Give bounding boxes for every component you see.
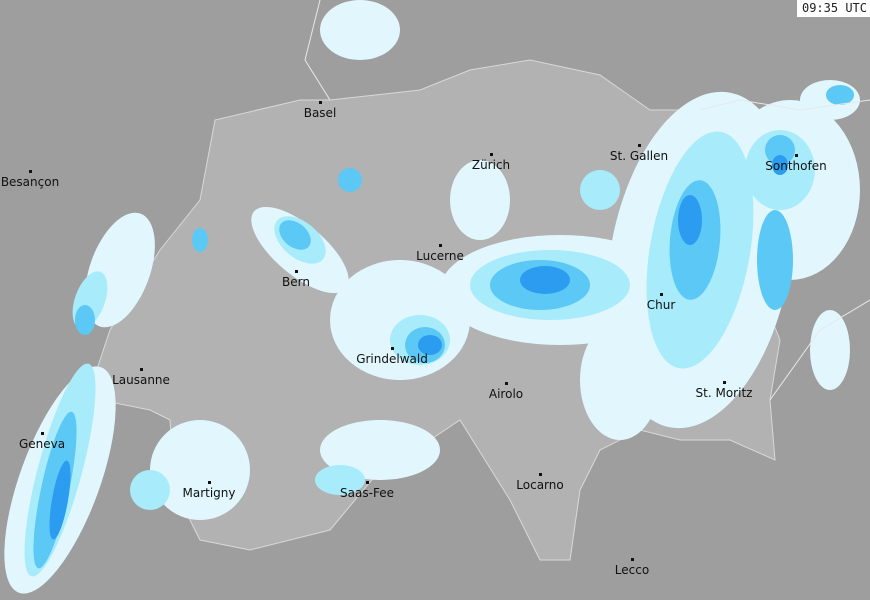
city-dot [490,153,493,156]
city-label: Lucerne [416,249,464,263]
city-label: Martigny [182,486,236,500]
rain-cell [580,320,660,440]
rain-cell [192,228,208,252]
rain-cell [320,420,440,480]
city-dot [295,270,298,273]
rain-cell [757,210,793,310]
city-dot [660,293,663,296]
city-label: Airolo [488,387,524,401]
city-label: Zürich [471,158,511,172]
rain-cell [150,420,250,520]
city-label: Chur [646,298,676,312]
city-dot [41,432,44,435]
rain-cell [279,220,311,250]
border-lines [304,0,870,401]
city-label: St. Gallen [609,149,669,163]
city-dot [319,101,322,104]
city-dot [795,154,798,157]
city-label: St. Moritz [695,386,753,400]
city-dot [539,473,542,476]
city-dot [391,347,394,350]
city-dot [723,381,726,384]
city-label: Besançon [0,175,60,189]
city-label: Lausanne [112,373,170,387]
rain-cell [338,168,362,192]
rain-cell [765,135,795,165]
rain-cell [450,160,510,240]
rain-cell [49,460,71,540]
rain-cell [810,310,850,390]
rain-cell [678,195,702,245]
city-label: Locarno [516,478,564,492]
city-dot [208,481,211,484]
city-label: Lecco [614,563,650,577]
timestamp-label: 09:35 UTC [796,0,870,17]
city-label: Bern [282,275,310,289]
rain-cell [826,85,854,105]
rain-cell [520,266,570,294]
city-label: Saas-Fee [340,486,394,500]
city-label: Sonthofen [765,159,827,173]
city-dot [638,144,641,147]
city-dot [439,244,442,247]
city-label: Basel [303,106,337,120]
city-dot [631,558,634,561]
city-dot [140,368,143,371]
city-dot [29,170,32,173]
city-dot [505,382,508,385]
rain-cell [130,470,170,510]
rain-cell [75,305,95,335]
city-label: Grindelwald [356,352,428,366]
city-label: Geneva [18,437,66,451]
city-dot [366,481,369,484]
rain-cell [320,0,400,60]
rain-cell [418,335,442,355]
rain-cell [580,170,620,210]
rain-cell [315,465,365,495]
rain-cell [772,155,788,175]
